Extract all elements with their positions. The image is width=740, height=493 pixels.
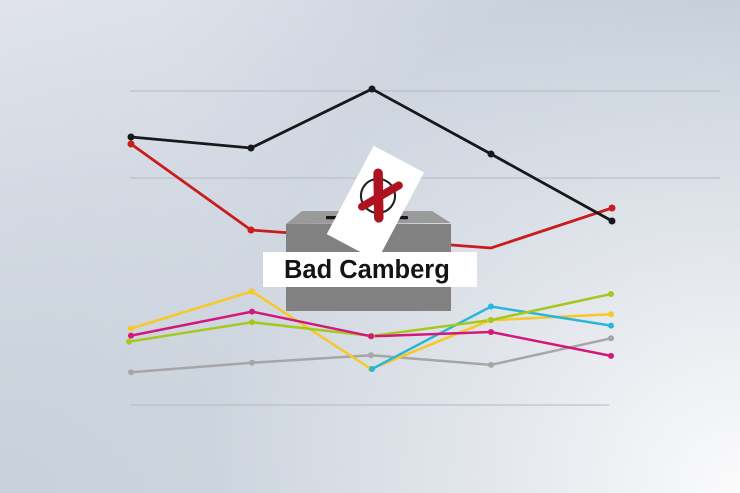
svg-text:Bad Camberg: Bad Camberg xyxy=(284,256,450,284)
